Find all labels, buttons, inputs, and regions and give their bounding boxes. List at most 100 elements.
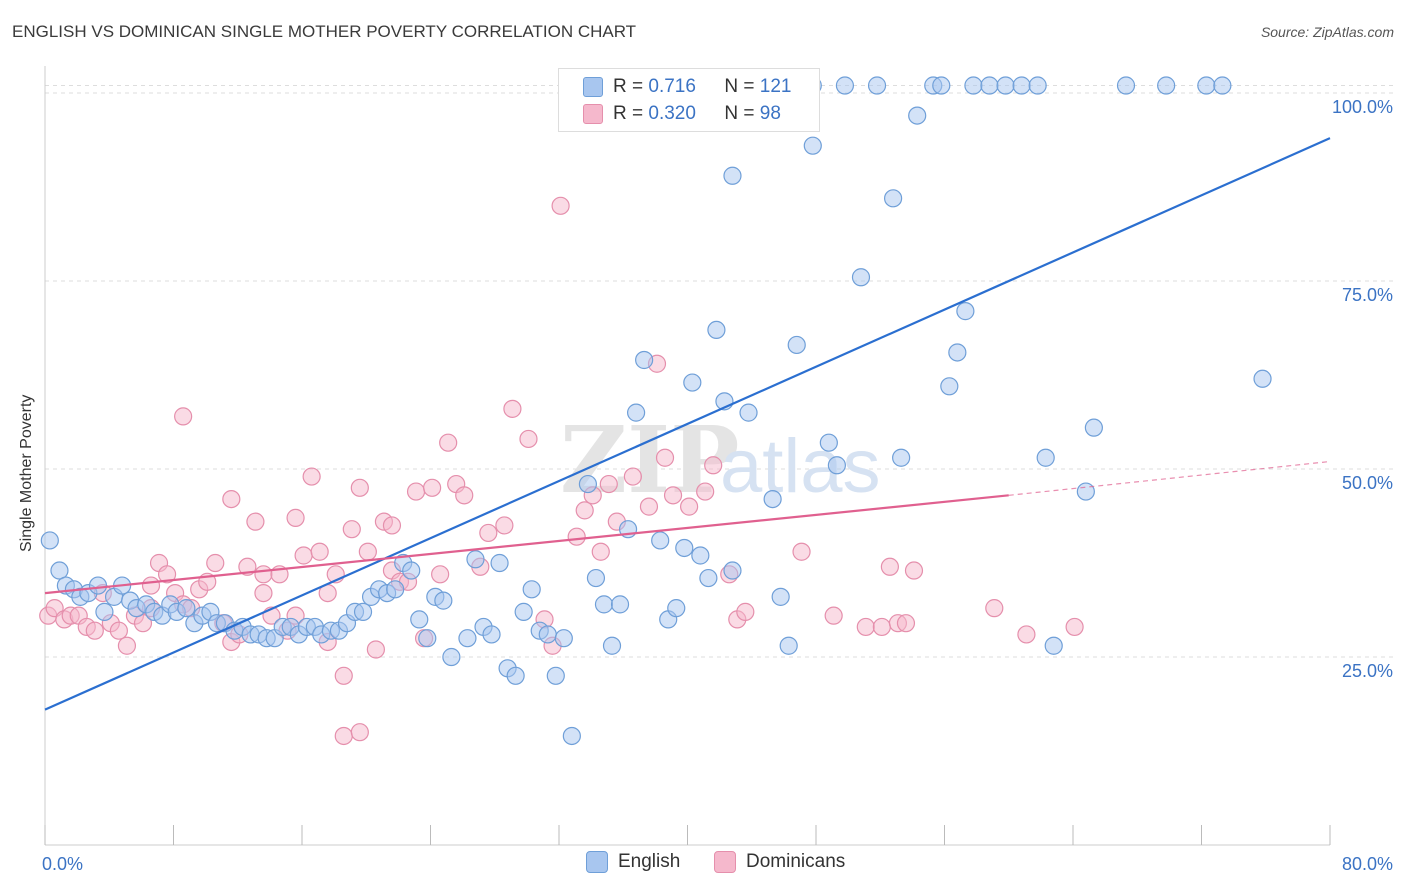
dominicans-point (206, 553, 225, 573)
dominicans-point (880, 557, 899, 576)
english-point (442, 647, 461, 667)
watermark-atlas: atlas (720, 424, 881, 509)
english-point (626, 403, 646, 422)
source-label: Source: ZipAtlas.com (1260, 24, 1394, 40)
english-point (353, 602, 373, 621)
english-point (723, 561, 742, 580)
legend-item-dominicans[interactable]: Dominicans (714, 851, 845, 873)
english-point (1157, 76, 1176, 95)
dominicans-point (141, 576, 161, 595)
dominicans-point (985, 599, 1004, 618)
english-point (410, 610, 429, 629)
english-point (723, 166, 742, 185)
dominicans-point (1065, 617, 1084, 637)
english-point (1253, 369, 1272, 388)
english-point (386, 580, 405, 599)
dominicans-point (904, 561, 924, 580)
english-point (787, 335, 806, 355)
legend-row-dominicans: R = 0.320 N = 98 (583, 102, 781, 126)
english-point (434, 591, 453, 610)
chart-title: ENGLISH VS DOMINICAN SINGLE MOTHER POVER… (12, 22, 637, 41)
dominicans-point (157, 565, 177, 584)
dominicans-point (302, 467, 321, 486)
english-point (578, 474, 598, 494)
english-point (482, 625, 501, 644)
english-point (40, 531, 59, 550)
dominicans-swatch (583, 104, 603, 124)
dominicans-point (334, 726, 353, 746)
english-point (490, 553, 509, 573)
dominicans-point (246, 512, 265, 531)
english-point (699, 568, 718, 588)
english-point (835, 76, 855, 95)
english-point (940, 377, 959, 396)
english-legend-swatch (586, 851, 608, 873)
english-point (771, 587, 790, 606)
english-point (594, 595, 614, 614)
dominicans-n-label: N = (724, 103, 755, 124)
english-point (88, 576, 108, 595)
english-point (851, 268, 871, 287)
dominicans-point (704, 456, 723, 475)
dominicans-point (736, 602, 755, 621)
dominicans-point (117, 636, 137, 655)
dominicans-legend-label: Dominicans (746, 851, 846, 872)
y-tick-label: 100.0% (1332, 97, 1393, 117)
english-point (546, 666, 565, 685)
english-point (538, 625, 557, 644)
trend-lines (44, 137, 1331, 711)
dominicans-n-value: 98 (759, 103, 781, 124)
dominicans-point (792, 542, 811, 561)
dominicans-point (551, 196, 570, 215)
dominicans-trend-line (44, 494, 1009, 595)
english-point (635, 350, 654, 370)
dominicans-point (599, 474, 618, 494)
english-point (1044, 636, 1063, 655)
english-point (506, 666, 525, 685)
dominicans-point (254, 565, 273, 584)
dominicans-point (358, 542, 377, 561)
x-tick-label-max: 80.0% (1342, 854, 1393, 874)
dominicans-point (663, 486, 683, 505)
dominicans-point (519, 429, 538, 449)
dominicans-point (366, 640, 385, 659)
dominicans-r-value: 0.320 (648, 103, 696, 124)
english-point (1076, 482, 1095, 501)
dominicans-point (503, 399, 522, 418)
english-point (819, 433, 838, 452)
english-point (667, 599, 686, 618)
english-point (418, 629, 437, 648)
dominicans-point (495, 516, 514, 535)
english-point (883, 189, 903, 208)
dominicans-point (294, 546, 313, 565)
dominicans-point (872, 617, 891, 637)
english-point (908, 106, 927, 125)
english-r-label: R = (613, 76, 644, 97)
dominicans-point (455, 486, 474, 505)
series-legend: English Dominicans (0, 851, 1406, 877)
dominicans-point (254, 583, 273, 603)
dominicans-point (109, 621, 128, 640)
dominicans-point (431, 565, 450, 584)
english-point (466, 550, 485, 569)
english-point (522, 580, 541, 599)
dominicans-point (334, 666, 353, 685)
stats-legend: R = 0.716 N = 121 R = 0.320 N = 98 (558, 68, 820, 132)
legend-item-english[interactable]: English (586, 851, 680, 873)
english-point (562, 726, 581, 746)
y-tick-label: 50.0% (1342, 473, 1393, 493)
dominicans-r-label: R = (613, 103, 644, 124)
dominicans-point (479, 523, 498, 543)
english-swatch (583, 77, 603, 97)
english-point (50, 561, 69, 580)
english-point (827, 456, 846, 475)
dominicans-point (655, 448, 675, 467)
dominicans-point (406, 482, 426, 501)
axes (44, 66, 1331, 846)
english-point (892, 448, 911, 467)
english-point (964, 76, 983, 95)
dominicans-point (896, 614, 916, 633)
y-tick-label: 25.0% (1342, 661, 1393, 681)
english-point (1036, 448, 1055, 467)
